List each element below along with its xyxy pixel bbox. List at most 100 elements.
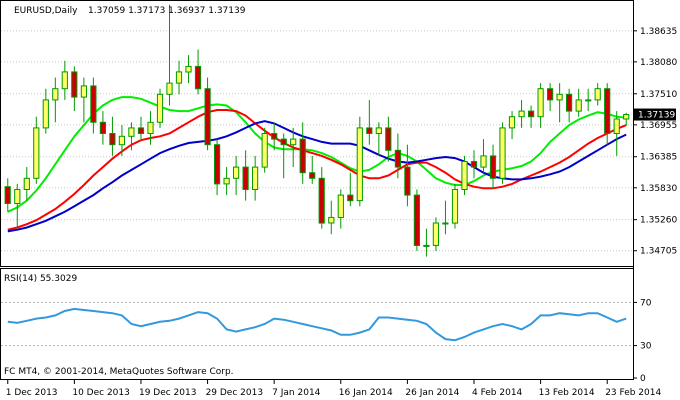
- price-tick-label: 1.38635: [640, 27, 677, 37]
- bull-candle-body: [33, 127, 40, 179]
- bear-candle-body: [299, 138, 306, 174]
- price-panel-frame: [0, 0, 634, 267]
- bear-candle-body: [347, 194, 354, 202]
- current-price-box: [634, 108, 676, 121]
- time-tick-label: 13 Feb 2014: [539, 388, 595, 398]
- bear-candle-body: [194, 65, 202, 90]
- moving-averages: [7, 96, 627, 233]
- bear-candle-body: [470, 161, 478, 168]
- bull-candle-body: [223, 177, 230, 185]
- bear-candle-body: [318, 177, 325, 224]
- bear-candle-body: [204, 88, 211, 146]
- time-tick-label: 10 Dec 2013: [72, 388, 130, 398]
- bull-candle-body: [585, 99, 592, 102]
- bull-candle-body: [575, 99, 582, 112]
- bull-candle-body: [613, 118, 620, 134]
- bull-candle-body: [480, 155, 487, 168]
- bull-candle-body: [290, 138, 297, 146]
- bull-candle-body: [128, 127, 135, 137]
- bull-candle-body: [252, 166, 259, 191]
- bull-candle-body: [42, 99, 49, 129]
- time-tick-label: 1 Dec 2013: [6, 388, 58, 398]
- bear-candle-body: [4, 186, 11, 204]
- bear-candle-body: [566, 93, 573, 112]
- price-tick-label: 1.35260: [640, 216, 677, 226]
- time-tick-label: 16 Jan 2014: [339, 388, 393, 398]
- price-tick-label: 1.36955: [640, 121, 677, 131]
- rsi-tick-label: 30: [640, 342, 652, 352]
- bull-candle-body: [432, 222, 439, 246]
- bull-candle-body: [337, 194, 344, 219]
- bear-candle-body: [528, 110, 535, 118]
- bull-candle-body: [451, 189, 459, 224]
- time-tick-label: 23 Feb 2014: [605, 388, 661, 398]
- bear-candle-body: [366, 127, 373, 135]
- price-tick-label: 1.37510: [640, 90, 677, 100]
- bear-candle-body: [404, 166, 411, 196]
- bear-candle-body: [137, 127, 145, 135]
- bull-candle-body: [118, 135, 126, 146]
- bear-candle-body: [280, 138, 287, 146]
- time-axis: 1 Dec 2013 10 Dec 2013 19 Dec 2013 29 Dec 2…: [6, 379, 661, 398]
- bull-candle-body: [623, 114, 630, 120]
- bull-candle-body: [556, 93, 563, 101]
- bull-candle-body: [185, 65, 192, 73]
- time-tick-label: 7 Jan 2014: [272, 388, 320, 398]
- current-price-tag: 1.37139: [634, 108, 676, 121]
- bull-candle-body: [499, 127, 506, 179]
- bull-candle-body: [261, 133, 268, 168]
- rsi-tick-label: 0: [640, 374, 646, 384]
- bull-candle-body: [508, 116, 516, 129]
- time-tick-label: 4 Feb 2014: [472, 388, 523, 398]
- rsi-series: [7, 307, 627, 342]
- price-axis: 1.38635 1.38080 1.37510 1.36955 1.36385 1.358…: [633, 27, 677, 257]
- bull-candle-body: [80, 85, 88, 98]
- bear-candle-body: [413, 194, 420, 247]
- bull-candle-body: [423, 244, 430, 247]
- bear-candle-body: [109, 133, 116, 146]
- rsi-tick-label: 70: [640, 298, 652, 308]
- bull-candle-body: [461, 161, 468, 190]
- bear-candle-body: [214, 144, 221, 185]
- rsi-panel-frame: [0, 268, 634, 380]
- bear-candle-body: [71, 71, 78, 98]
- bull-candle-body: [442, 222, 449, 225]
- rsi-axis: 70 30 0: [633, 298, 652, 384]
- bull-candle-body: [233, 166, 240, 179]
- price-tick-label: 1.34705: [640, 247, 677, 257]
- moving-average-line: [7, 96, 627, 213]
- bear-candle-body: [547, 88, 554, 101]
- price-tick-label: 1.35830: [640, 184, 677, 194]
- rsi-line: [7, 307, 627, 342]
- bear-candle-body: [242, 166, 249, 191]
- bear-candle-body: [489, 155, 497, 179]
- bear-candle-body: [99, 121, 107, 135]
- bear-candle-body: [604, 88, 611, 134]
- bear-candle-body: [90, 85, 97, 123]
- bull-candle-body: [518, 110, 525, 118]
- bull-candle-body: [175, 71, 183, 84]
- bull-candle-body: [537, 88, 544, 118]
- price-grid: [1, 30, 633, 252]
- bear-candle-body: [394, 149, 401, 168]
- chart-symbol: EURUSD,Daily: [14, 6, 78, 16]
- copyright-text: FC MT4, © 2001-2014, MetaQuotes Software…: [4, 367, 234, 377]
- bull-candle-body: [14, 189, 21, 204]
- chart-quote: 1.37059 1.37173 1.36937 1.37139: [88, 6, 246, 16]
- bull-candle-body: [23, 177, 30, 191]
- moving-average-line: [7, 120, 627, 233]
- rsi-grid: [1, 301, 633, 347]
- bull-candle-body: [52, 88, 59, 101]
- time-tick-label: 26 Jan 2014: [405, 388, 459, 398]
- bull-candle-body: [328, 216, 335, 224]
- bull-candle-body: [156, 93, 164, 123]
- bull-candle-body: [594, 88, 601, 101]
- bear-candle-body: [309, 172, 316, 179]
- rsi-label: RSI(14) 55.3029: [4, 274, 77, 284]
- bear-candle-body: [385, 127, 392, 151]
- bear-candle-body: [271, 133, 278, 140]
- bull-candle-body: [356, 127, 363, 202]
- current-price-label: 1.37139: [638, 111, 675, 121]
